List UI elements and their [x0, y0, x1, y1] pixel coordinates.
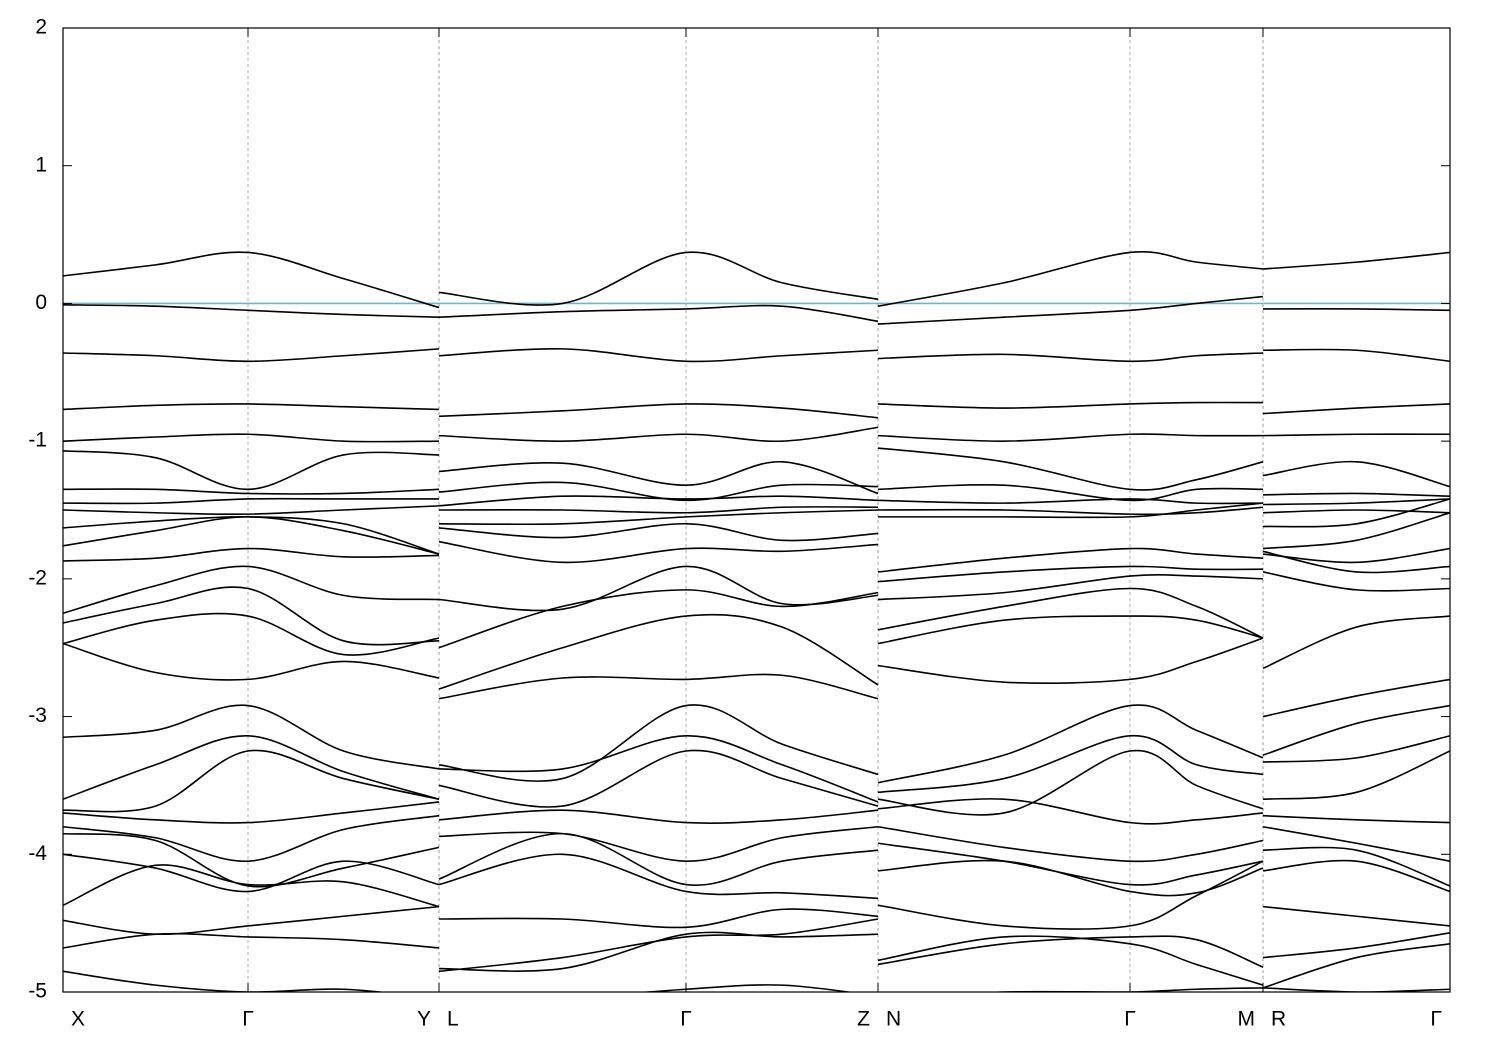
- x-tick-label: R: [1271, 1008, 1286, 1031]
- y-tick-label: -2: [28, 566, 47, 589]
- bands: [63, 251, 1450, 992]
- axis-layer: -5 -4 -3 -2 -1 0 1 2 X Γ Y L Γ Z N Γ M R Γ: [28, 16, 1451, 1031]
- x-tick-label: Γ: [680, 1008, 692, 1031]
- band-line: [63, 511, 1450, 573]
- band-line: [63, 931, 1450, 989]
- band-line: [63, 447, 1450, 495]
- band-line: [63, 832, 1450, 888]
- band-line: [63, 860, 1450, 930]
- band-line: [63, 735, 1450, 803]
- band-line: [63, 295, 1450, 325]
- band-line: [63, 571, 1450, 649]
- x-tick-label: Γ: [242, 1008, 254, 1031]
- band-line: [63, 505, 1450, 516]
- x-tick-label: Z: [857, 1008, 870, 1031]
- band-line: [63, 853, 1450, 900]
- y-tick-label: -4: [28, 842, 47, 865]
- x-tick-label: Γ: [1430, 1008, 1442, 1031]
- y-tick-label: -3: [28, 704, 47, 727]
- band-line: [63, 540, 1450, 583]
- x-tick-label: X: [71, 1008, 85, 1031]
- x-tick-label: Y: [417, 1008, 431, 1031]
- band-line: [63, 347, 1450, 363]
- band-line: [63, 426, 1450, 443]
- band-line: [63, 481, 1450, 502]
- plot-frame: [62, 27, 1451, 993]
- band-line: [63, 798, 1450, 825]
- band-line: [63, 637, 1450, 718]
- band-line: [63, 498, 1450, 555]
- x-tick-label: L: [447, 1008, 459, 1031]
- band-line: [63, 550, 1450, 615]
- x-tick-label: Γ: [1124, 1008, 1136, 1031]
- grid-layer: [63, 28, 1450, 992]
- band-line: [63, 905, 1450, 973]
- x-tick-label: M: [1238, 1008, 1256, 1031]
- band-line: [63, 749, 1450, 816]
- y-tick-label: 2: [35, 16, 47, 39]
- y-tick-label: 1: [35, 153, 47, 176]
- band-line: [63, 814, 1450, 863]
- y-tick-label: 0: [35, 291, 47, 314]
- x-tick-label: N: [886, 1008, 901, 1031]
- band-line: [63, 495, 1450, 507]
- band-line: [63, 251, 1450, 309]
- band-line: [63, 970, 1450, 992]
- y-tick-label: -5: [28, 980, 47, 1003]
- band-line: [63, 612, 1450, 690]
- y-tick-label: -1: [28, 429, 47, 452]
- band-line: [63, 401, 1450, 419]
- band-line: [63, 704, 1450, 784]
